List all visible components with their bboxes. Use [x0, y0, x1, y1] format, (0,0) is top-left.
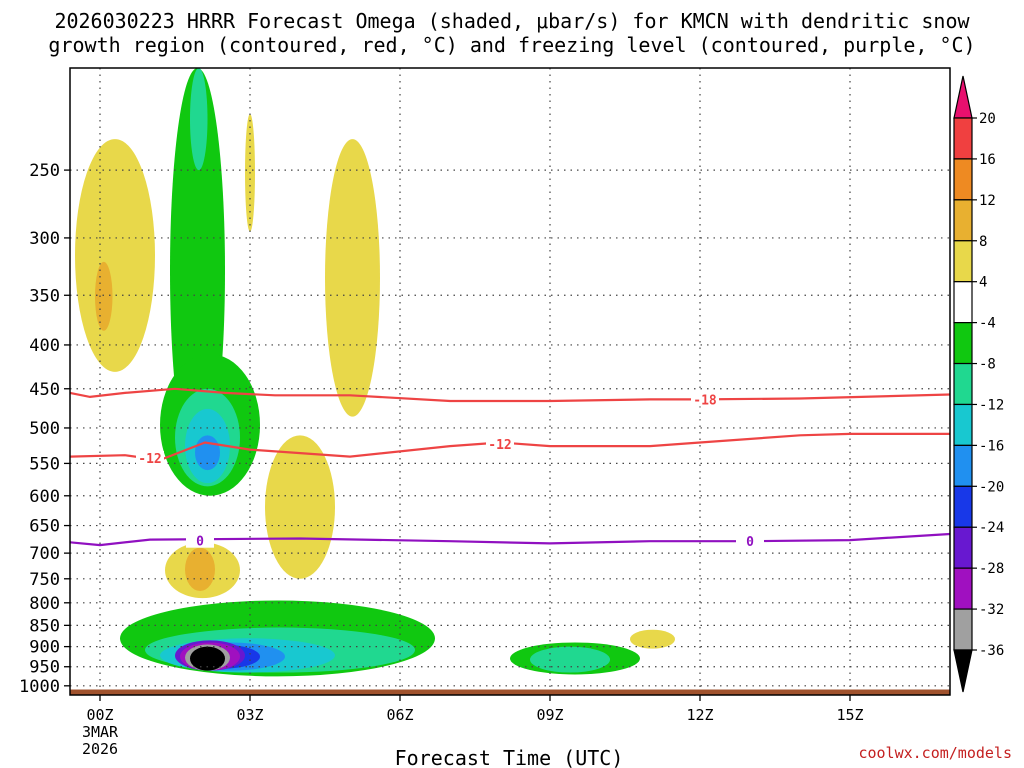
contour-label-bg-2-0	[186, 533, 214, 548]
colorbar-bin-2	[953, 158, 973, 201]
colorbar-bin-8	[953, 403, 973, 446]
colorbar-label-1: 16	[979, 152, 996, 168]
x-tick-label-09Z: 09Z	[536, 706, 563, 724]
contour-label-bg-1-0	[136, 450, 164, 465]
contour-label-2-0: 0	[196, 535, 204, 550]
omega-region-24	[630, 629, 675, 649]
omega-region-11	[185, 547, 215, 591]
contour-label-2-1: 0	[746, 535, 754, 550]
colorbar-label-10: -24	[979, 520, 1004, 536]
y-tick-label-400: 400	[29, 336, 60, 356]
colorbar-bottom-arrow	[953, 649, 973, 693]
colorbar-bin-4	[953, 240, 973, 283]
contour-label-bg-1-1	[486, 436, 514, 451]
y-tick-label-800: 800	[29, 594, 60, 614]
y-tick-label-650: 650	[29, 517, 60, 537]
colorbar-bin-7	[953, 362, 973, 406]
omega-region-5	[325, 139, 380, 417]
colorbar-label-11: -28	[979, 561, 1004, 577]
colorbar-bin-12	[953, 567, 973, 610]
colorbar-label-12: -32	[979, 602, 1004, 618]
omega-region-0	[75, 139, 155, 372]
contour-2	[69, 532, 951, 547]
colorbar-bin-3	[953, 199, 973, 242]
y-tick-label-700: 700	[29, 544, 60, 564]
omega-region-9	[195, 435, 220, 471]
source-credit: coolwx.com/models	[858, 744, 1012, 762]
omega-region-12	[265, 435, 335, 579]
x-axis-label: Forecast Time (UTC)	[395, 746, 624, 768]
y-tick-label-350: 350	[29, 286, 60, 306]
colorbar-label-7: -12	[979, 397, 1004, 413]
colorbar-top-arrow	[953, 75, 973, 119]
colorbar-bin-9	[953, 444, 973, 487]
colorbar-label-8: -16	[979, 438, 1004, 454]
omega-region-23	[530, 646, 610, 673]
colorbar-bin-1	[953, 117, 973, 160]
colorbar-label-4: 4	[979, 275, 987, 291]
colorbar-label-3: 8	[979, 234, 987, 250]
omega-region-21	[190, 646, 225, 671]
contour-label-bg-2-1	[736, 534, 764, 549]
y-tick-label-750: 750	[29, 570, 60, 590]
omega-region-3	[190, 68, 208, 171]
omega-region-1	[95, 261, 113, 331]
colorbar-label-2: 12	[979, 193, 996, 209]
colorbar-label-6: -8	[979, 357, 996, 373]
colorbar-bin-5	[953, 281, 973, 324]
colorbar-bin-10	[953, 485, 973, 528]
colorbar-bin-13	[953, 608, 973, 651]
y-tick-label-550: 550	[29, 454, 60, 474]
colorbar-bin-6	[953, 322, 973, 365]
colorbar-label-0: 20	[979, 111, 996, 127]
x-tick-label-15Z: 15Z	[836, 706, 863, 724]
colorbar-label-5: -4	[979, 316, 996, 332]
y-tick-label-850: 850	[29, 616, 60, 636]
y-tick-label-500: 500	[29, 419, 60, 439]
colorbar-label-9: -20	[979, 479, 1004, 495]
contour-1	[69, 432, 950, 462]
x-tick-label-00Z: 00Z	[86, 706, 113, 724]
y-tick-label-900: 900	[29, 638, 60, 658]
surface-strip	[70, 689, 950, 695]
colorbar-bin-11	[953, 526, 973, 569]
plot-frame	[69, 67, 951, 696]
y-tick-label-950: 950	[29, 658, 60, 678]
contour-label-1-1: -12	[488, 438, 511, 453]
y-tick-label-1000: 1000	[19, 677, 60, 697]
x-tick-sublabel-1: 2026	[82, 740, 118, 758]
chart-title-line-1: 2026030223 HRRR Forecast Omega (shaded, …	[54, 9, 970, 33]
contour-label-0-0: -18	[693, 393, 717, 408]
y-tick-label-300: 300	[29, 229, 60, 249]
y-tick-label-600: 600	[29, 487, 60, 507]
colorbar-label-13: -36	[979, 643, 1004, 659]
contour-label-bg-0-0	[691, 392, 719, 407]
contour-label-1-0: -12	[138, 452, 161, 467]
x-tick-label-03Z: 03Z	[236, 706, 263, 724]
x-tick-label-06Z: 06Z	[386, 706, 413, 724]
y-tick-label-450: 450	[29, 380, 60, 400]
chart-title-line-2: growth region (contoured, red, °C) and f…	[48, 33, 976, 57]
x-tick-sublabel-0: 3MAR	[82, 723, 119, 741]
x-tick-label-12Z: 12Z	[686, 706, 713, 724]
y-tick-label-250: 250	[29, 161, 60, 181]
